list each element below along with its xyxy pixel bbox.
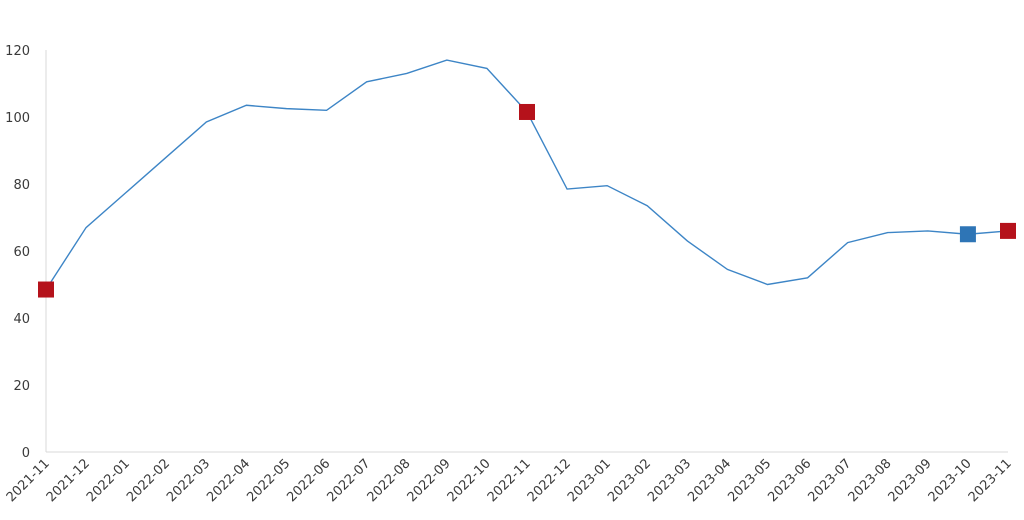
y-tick-label: 0	[22, 446, 30, 461]
x-tick-label: 2023-05	[725, 456, 774, 505]
x-tick-label: 2021-12	[44, 456, 93, 505]
x-tick-label: 2022-01	[84, 456, 133, 505]
x-tick-label: 2022-10	[445, 456, 494, 505]
x-tick-label: 2022-04	[204, 456, 253, 505]
data-point-marker	[38, 281, 54, 298]
markers-group	[38, 103, 1016, 298]
data-point-marker	[959, 226, 976, 243]
y-tick-label: 80	[13, 178, 30, 193]
x-tick-label: 2023-03	[645, 456, 694, 505]
y-tick-label: 60	[13, 245, 30, 260]
x-tick-label: 2022-07	[324, 456, 373, 505]
x-tick-label: 2022-12	[525, 456, 574, 505]
x-tick-label: 2023-08	[846, 456, 895, 505]
x-tick-label: 2022-02	[124, 456, 173, 505]
x-tick-label: 2022-03	[164, 456, 213, 505]
axes	[45, 50, 1008, 453]
x-tick-label: 2022-11	[485, 456, 534, 505]
x-tick-label: 2021-11	[4, 456, 53, 505]
x-tick-label: 2023-02	[605, 456, 654, 505]
x-tick-labels: 2021-112021-122022-012022-022022-032022-…	[4, 456, 1015, 505]
x-tick-label: 2022-09	[405, 456, 454, 505]
series-group	[45, 59, 1009, 290]
x-tick-label: 2022-05	[244, 456, 293, 505]
x-tick-label: 2023-06	[765, 456, 814, 505]
x-tick-label: 2023-11	[966, 456, 1015, 505]
x-tick-label: 2023-10	[926, 456, 975, 505]
x-tick-label: 2023-09	[886, 456, 935, 505]
y-tick-label: 100	[5, 111, 30, 126]
series-line	[45, 59, 1009, 290]
x-tick-label: 2023-04	[685, 456, 734, 505]
y-tick-label: 120	[5, 44, 30, 59]
y-tick-label: 40	[13, 312, 30, 327]
x-tick-label: 2022-06	[284, 456, 333, 505]
data-point-marker	[519, 103, 535, 120]
y-tick-label: 20	[13, 379, 30, 394]
x-tick-label: 2023-07	[805, 456, 854, 505]
x-tick-label: 2023-01	[565, 456, 614, 505]
data-point-marker	[1000, 222, 1016, 239]
x-tick-label: 2022-08	[365, 456, 414, 505]
y-tick-labels: 0 20 40 60 80 100 120	[5, 44, 30, 461]
